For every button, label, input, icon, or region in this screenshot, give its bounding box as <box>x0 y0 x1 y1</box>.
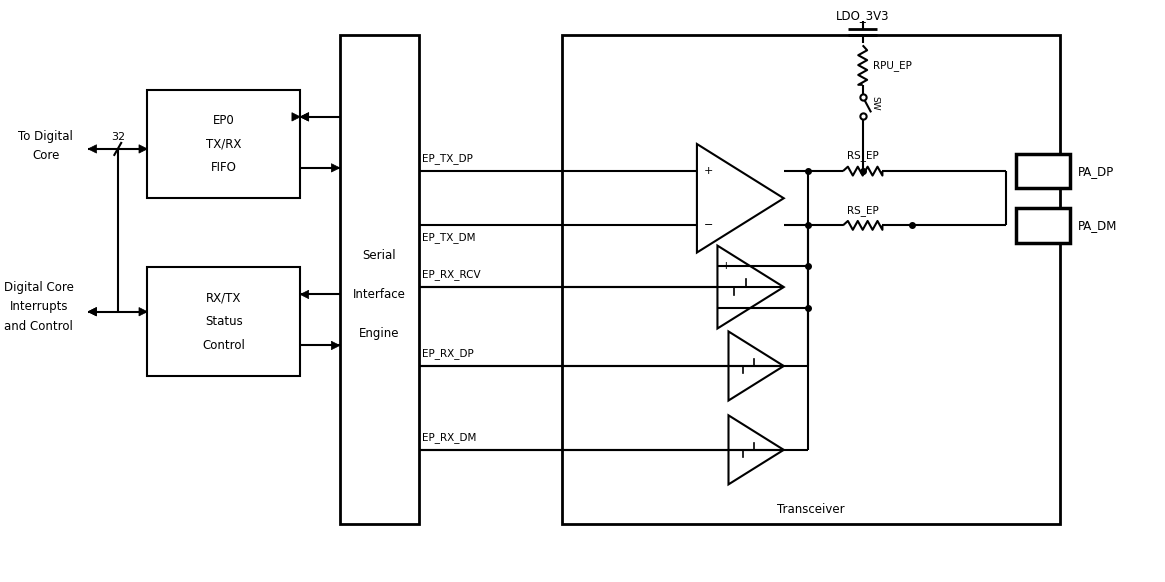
Polygon shape <box>331 164 340 172</box>
Bar <box>147 267 301 376</box>
Text: Core: Core <box>33 150 59 162</box>
Bar <box>340 36 418 524</box>
Text: 32: 32 <box>112 132 126 142</box>
Text: Control: Control <box>203 339 246 352</box>
Text: PA_DM: PA_DM <box>1078 219 1117 232</box>
Bar <box>1016 208 1069 243</box>
Text: EP_TX_DM: EP_TX_DM <box>422 232 475 243</box>
Polygon shape <box>89 307 97 316</box>
Text: EP0: EP0 <box>213 113 234 127</box>
Text: PA_DP: PA_DP <box>1078 165 1114 178</box>
Text: TX/RX: TX/RX <box>206 137 241 151</box>
Text: Serial: Serial <box>362 249 396 262</box>
Bar <box>562 36 1060 524</box>
Text: RPU_EP: RPU_EP <box>873 59 911 70</box>
Text: Transceiver: Transceiver <box>777 502 845 516</box>
Text: −: − <box>704 221 713 230</box>
Text: and Control: and Control <box>5 320 73 333</box>
Polygon shape <box>89 145 97 153</box>
Polygon shape <box>89 307 97 316</box>
Polygon shape <box>331 341 340 350</box>
Polygon shape <box>728 332 784 400</box>
Polygon shape <box>301 290 309 299</box>
Text: +: + <box>722 261 730 271</box>
Text: LDO_3V3: LDO_3V3 <box>836 9 889 22</box>
Text: +: + <box>704 166 713 176</box>
Polygon shape <box>718 246 784 328</box>
Polygon shape <box>139 307 147 316</box>
Text: RS_EP: RS_EP <box>847 150 878 161</box>
Bar <box>147 90 301 198</box>
Text: FIFO: FIFO <box>211 161 236 175</box>
Polygon shape <box>301 113 309 121</box>
Text: EP_TX_DP: EP_TX_DP <box>422 153 473 164</box>
Polygon shape <box>728 416 784 484</box>
Polygon shape <box>697 144 784 253</box>
Text: EP_RX_RCV: EP_RX_RCV <box>422 269 480 280</box>
Text: Status: Status <box>205 315 242 328</box>
Text: EP_RX_DP: EP_RX_DP <box>422 348 473 359</box>
Text: −: − <box>722 303 730 313</box>
Text: Digital Core: Digital Core <box>3 281 73 293</box>
Text: Engine: Engine <box>359 327 400 340</box>
Text: Interrupts: Interrupts <box>9 300 68 313</box>
Polygon shape <box>139 145 147 153</box>
Polygon shape <box>301 113 309 121</box>
Text: Interface: Interface <box>353 288 405 301</box>
Text: SW: SW <box>870 96 880 111</box>
Bar <box>1016 154 1069 189</box>
Text: EP_RX_DM: EP_RX_DM <box>422 432 476 443</box>
Text: To Digital: To Digital <box>19 130 73 143</box>
Text: RX/TX: RX/TX <box>206 291 241 304</box>
Text: RS_EP: RS_EP <box>847 205 878 215</box>
Polygon shape <box>292 113 301 121</box>
